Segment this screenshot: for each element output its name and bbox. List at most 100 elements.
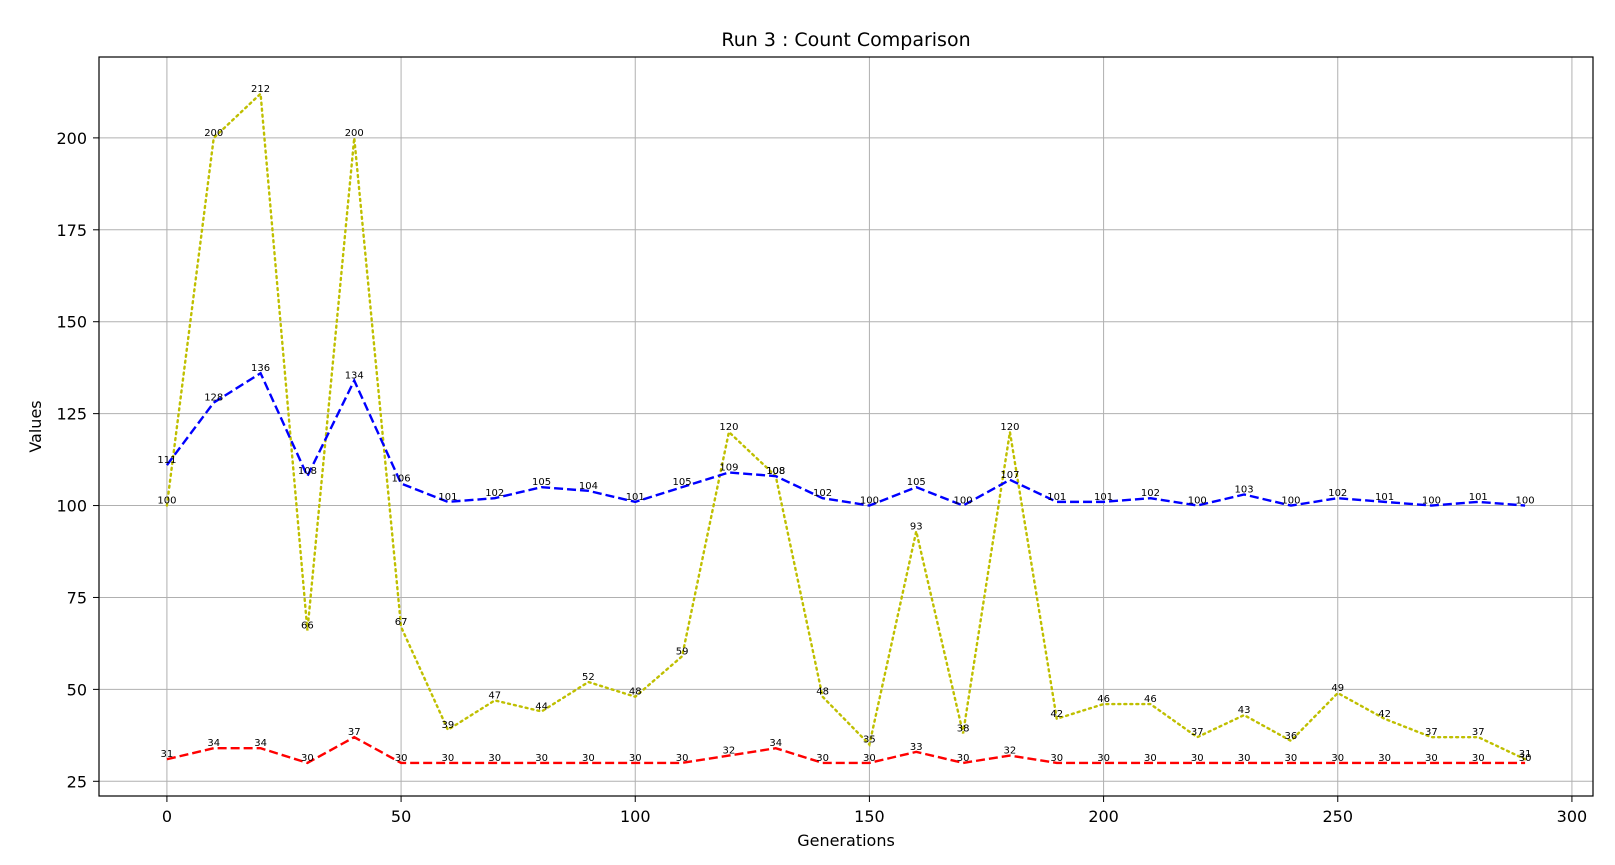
chart-title: Run 3 : Count Comparison (721, 29, 970, 51)
axis-ticks: 0 50 100 150 200 250 300 25 50 75 100 125 150 175 200 (56, 129, 1587, 826)
data-label: 102 (813, 488, 832, 499)
data-label: 47 (488, 690, 501, 701)
series-lines (165, 91, 1527, 765)
data-label: 30 (488, 753, 501, 764)
data-label: 39 (442, 720, 455, 731)
y-tick-label: 25 (67, 772, 87, 791)
x-tick-label: 50 (391, 807, 411, 826)
data-label: 30 (535, 753, 548, 764)
data-label: 46 (1144, 694, 1157, 705)
data-label: 100 (1516, 496, 1535, 507)
data-label: 37 (1191, 727, 1204, 738)
data-label: 30 (582, 753, 595, 764)
data-label: 46 (1097, 694, 1110, 705)
data-label: 32 (1004, 746, 1017, 757)
data-label: 30 (1191, 753, 1204, 764)
data-label: 49 (1331, 683, 1344, 694)
data-label: 48 (629, 687, 642, 698)
data-label: 30 (1425, 753, 1438, 764)
data-label: 30 (863, 753, 876, 764)
data-label: 200 (345, 128, 364, 139)
data-label: 101 (1469, 492, 1488, 503)
data-label: 36 (1285, 731, 1298, 742)
x-axis-label: Generations (797, 831, 895, 850)
data-label: 37 (348, 727, 361, 738)
data-label: 37 (1425, 727, 1438, 738)
y-axis-label: Values (26, 400, 45, 452)
data-label: 34 (207, 738, 220, 749)
data-label: 108 (766, 466, 785, 477)
data-label: 108 (298, 466, 317, 477)
data-label: 101 (1047, 492, 1066, 503)
y-tick-label: 150 (56, 313, 87, 332)
data-label: 52 (582, 672, 595, 683)
data-label: 100 (954, 496, 973, 507)
y-tick-label: 200 (56, 129, 87, 148)
data-label: 30 (395, 753, 408, 764)
data-label: 30 (1519, 753, 1532, 764)
data-label: 30 (1238, 753, 1251, 764)
data-label: 100 (157, 496, 176, 507)
data-label: 100 (1188, 496, 1207, 507)
data-label: 44 (535, 701, 548, 712)
data-label: 34 (254, 738, 267, 749)
data-label: 37 (1472, 727, 1485, 738)
data-label: 105 (673, 477, 692, 488)
data-label: 93 (910, 521, 923, 532)
data-label: 30 (957, 753, 970, 764)
x-tick-label: 250 (1322, 807, 1353, 826)
data-label: 30 (1097, 753, 1110, 764)
data-label: 104 (579, 481, 598, 492)
x-tick-label: 150 (854, 807, 885, 826)
grid (99, 57, 1593, 796)
data-label: 30 (1050, 753, 1063, 764)
data-label: 102 (1141, 488, 1160, 499)
data-label: 101 (626, 492, 645, 503)
data-label: 30 (1144, 753, 1157, 764)
x-tick-label: 100 (620, 807, 651, 826)
y-tick-label: 175 (56, 221, 87, 240)
data-label: 30 (1378, 753, 1391, 764)
data-label: 111 (157, 455, 176, 466)
x-tick-label: 200 (1088, 807, 1119, 826)
data-label: 212 (251, 84, 270, 95)
y-tick-label: 75 (67, 588, 87, 607)
data-label: 102 (485, 488, 504, 499)
y-tick-label: 50 (67, 680, 87, 699)
data-label: 31 (1519, 749, 1532, 760)
y-tick-label: 125 (56, 405, 87, 424)
data-label: 134 (345, 371, 364, 382)
series-line-red-dashed (166, 735, 1526, 765)
data-label: 101 (1375, 492, 1394, 503)
data-label: 100 (860, 496, 879, 507)
data-label: 43 (1238, 705, 1251, 716)
x-tick-label: 300 (1557, 807, 1588, 826)
data-label: 30 (1285, 753, 1298, 764)
data-label: 30 (676, 753, 689, 764)
data-label: 105 (532, 477, 551, 488)
data-label: 120 (1000, 422, 1019, 433)
data-label: 30 (442, 753, 455, 764)
y-tick-label: 100 (56, 497, 87, 516)
data-label: 109 (719, 462, 738, 473)
data-label: 48 (816, 687, 829, 698)
data-label: 32 (723, 746, 736, 757)
data-label: 106 (392, 473, 411, 484)
data-label: 35 (863, 735, 876, 746)
data-label: 107 (1000, 470, 1019, 481)
data-label: 30 (301, 753, 314, 764)
x-tick-label: 0 (162, 807, 172, 826)
plot-frame (98, 56, 1594, 797)
data-label: 120 (719, 422, 738, 433)
series-line-yellow-dotted (165, 91, 1527, 761)
data-label: 38 (957, 723, 970, 734)
data-label: 34 (769, 738, 782, 749)
data-label: 101 (438, 492, 457, 503)
data-label: 101 (1094, 492, 1113, 503)
data-label: 136 (251, 363, 270, 374)
data-label: 200 (204, 128, 223, 139)
data-labels: 100 200 212 66 200 67 39 47 44 52 48 59 120 108 48 35 93… (157, 84, 1534, 764)
data-label: 100 (1281, 496, 1300, 507)
data-label: 59 (676, 646, 689, 657)
data-label: 30 (1472, 753, 1485, 764)
